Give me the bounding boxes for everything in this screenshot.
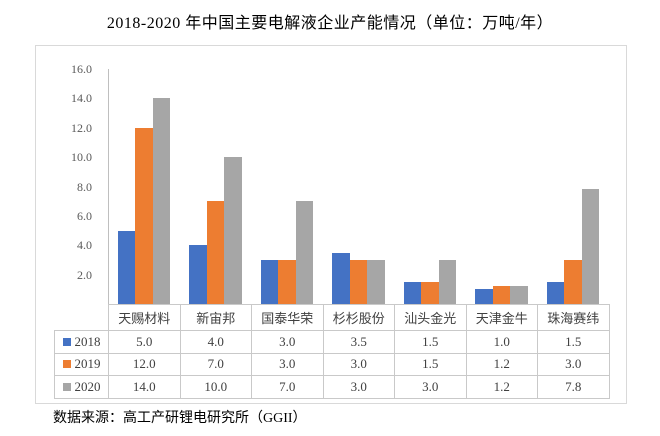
bar-2018-1 [117, 230, 135, 304]
value-cell-2020-6: 1.2 [465, 375, 538, 399]
value-cell-2018-4: 3.5 [322, 330, 395, 354]
legend-swatch-2020 [62, 383, 71, 391]
table-corner-cell [54, 304, 109, 331]
value-cell-2020-2: 10.0 [179, 375, 252, 399]
bar-2018-3 [260, 259, 278, 304]
legend-key-2018: 2018 [54, 330, 109, 354]
table-row-2020: 2020 14.0 10.0 7.0 3.0 3.0 1.2 7.8 [54, 375, 610, 399]
value-cell-2019-5: 1.5 [394, 352, 467, 377]
value-cell-2018-2: 4.0 [179, 330, 252, 354]
value-cell-2020-3: 7.0 [251, 375, 324, 399]
table-row-2019: 2019 12.0 7.0 3.0 3.0 1.5 1.2 3.0 [54, 352, 610, 377]
legend-swatch-2018 [62, 337, 71, 346]
value-cell-2019-3: 3.0 [251, 352, 324, 377]
bar-2018-7 [546, 281, 564, 304]
y-tick-label: 6.0 [77, 208, 92, 223]
bar-2019-6 [492, 286, 510, 304]
bar-2020-4 [367, 259, 385, 304]
category-header-4: 杉杉股份 [322, 304, 395, 331]
y-tick-label: 8.0 [77, 179, 92, 194]
y-tick-label: 10.0 [71, 150, 92, 165]
bar-2020-7 [581, 189, 599, 304]
value-cell-2018-6: 1.0 [465, 330, 538, 354]
category-header-7: 珠海赛纬 [537, 304, 610, 331]
legend-swatch-2019 [62, 360, 71, 369]
bar-2020-6 [510, 286, 528, 304]
chart-title: 2018-2020 年中国主要电解液企业产能情况（单位：万吨/年） [106, 15, 554, 32]
category-header-5: 汕头金光 [394, 304, 467, 331]
category-header-1: 天赐材料 [108, 304, 181, 331]
bar-2019-4 [349, 259, 367, 304]
value-cell-2018-1: 5.0 [108, 330, 181, 354]
value-cell-2020-7: 7.8 [537, 375, 610, 399]
value-cell-2019-7: 3.0 [537, 352, 610, 377]
y-tick-label: 12.0 [71, 120, 92, 135]
value-cell-2018-5: 1.5 [394, 330, 467, 354]
legend-key-2019: 2019 [54, 352, 109, 377]
bar-2019-1 [135, 127, 153, 304]
bar-2019-3 [278, 259, 296, 304]
legend-key-2020: 2020 [54, 375, 109, 399]
value-cell-2019-1: 12.0 [108, 352, 181, 377]
bar-2019-7 [564, 259, 582, 304]
y-tick-label: 4.0 [77, 238, 92, 253]
bar-2019-2 [206, 201, 224, 304]
bar-2020-2 [224, 157, 242, 304]
value-cell-2020-4: 3.0 [322, 375, 395, 399]
value-cell-2018-3: 3.0 [251, 330, 324, 354]
y-axis-line [108, 69, 109, 304]
value-cell-2019-2: 7.0 [179, 352, 252, 377]
bar-2018-5 [403, 281, 421, 304]
category-header-6: 天津金牛 [465, 304, 538, 331]
bar-2019-5 [421, 281, 439, 304]
bar-2020-5 [438, 259, 456, 304]
y-tick-label: 16.0 [71, 62, 92, 76]
bar-2020-1 [152, 98, 170, 304]
bar-2018-2 [189, 245, 207, 304]
table-row-2018: 2018 5.0 4.0 3.0 3.5 1.5 1.0 1.5 [54, 330, 610, 354]
value-cell-2020-5: 3.0 [394, 375, 467, 399]
value-cell-2020-1: 14.0 [108, 375, 181, 399]
value-cell-2019-4: 3.0 [322, 352, 395, 377]
bar-2018-6 [475, 289, 493, 304]
data-table: 天赐材料 新宙邦 国泰华荣 杉杉股份 汕头金光 天津金牛 珠海赛纬 2018 5.0 4.0 3.0… [54, 304, 610, 399]
value-cell-2019-6: 1.2 [465, 352, 538, 377]
y-tick-label: 14.0 [71, 91, 92, 106]
y-tick-label: 2.0 [77, 267, 92, 282]
bar-2020-3 [295, 201, 313, 304]
category-header-2: 新宙邦 [179, 304, 252, 331]
chart-frame: -2.04.06.08.010.012.014.016.0 天赐材料新宙邦国泰华… [35, 45, 627, 404]
value-cell-2018-7: 1.5 [537, 330, 610, 354]
category-header-3: 国泰华荣 [251, 304, 324, 331]
source-note: 数据来源：高工产研锂电研究所（GGII） [53, 411, 307, 426]
bar-2018-4 [332, 252, 350, 304]
